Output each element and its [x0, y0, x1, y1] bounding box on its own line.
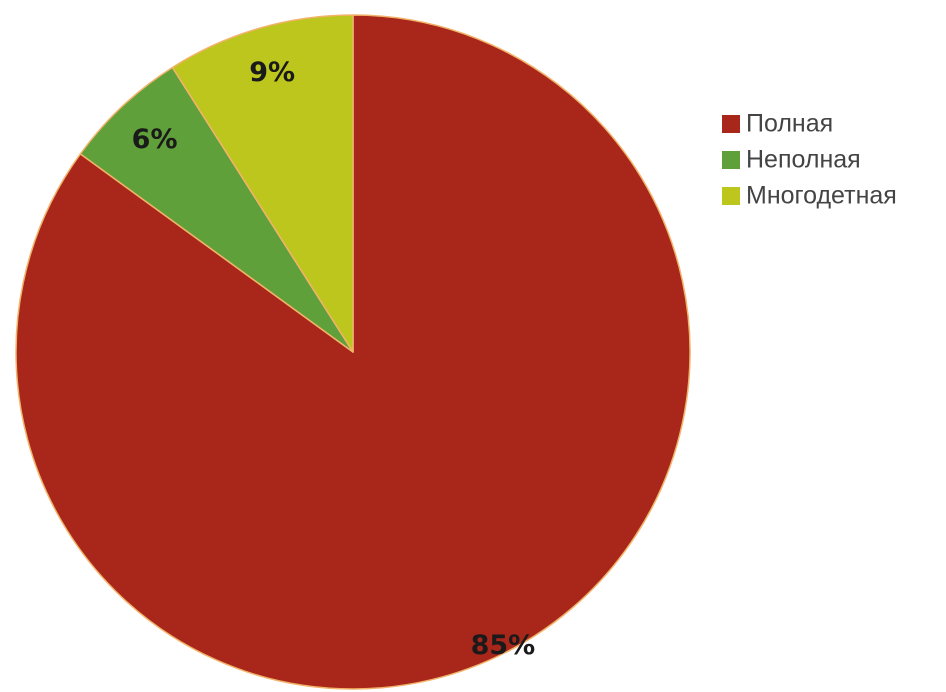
pie-slices	[15, 14, 691, 690]
legend-swatch-1	[722, 151, 740, 169]
legend-swatch-2	[722, 187, 740, 205]
legend-label-2: Многодетная	[746, 182, 897, 210]
legend-label-1: Неполная	[746, 146, 861, 174]
legend-swatch-0	[722, 115, 740, 133]
pie-slice-0	[15, 14, 691, 690]
pie-value-labels: 85% 6% 9%	[132, 57, 536, 661]
value-label-2: 9%	[249, 57, 295, 88]
legend-item-0: Полная	[722, 110, 833, 138]
legend: Полная Неполная Многодетная	[722, 110, 897, 210]
value-label-1: 6%	[132, 124, 178, 155]
pie-slice-2	[171, 14, 354, 353]
pie-slice-1	[79, 66, 354, 353]
legend-label-0: Полная	[746, 110, 833, 138]
legend-item-2: Многодетная	[722, 182, 897, 210]
legend-item-1: Неполная	[722, 146, 861, 174]
value-label-0: 85%	[471, 630, 536, 661]
